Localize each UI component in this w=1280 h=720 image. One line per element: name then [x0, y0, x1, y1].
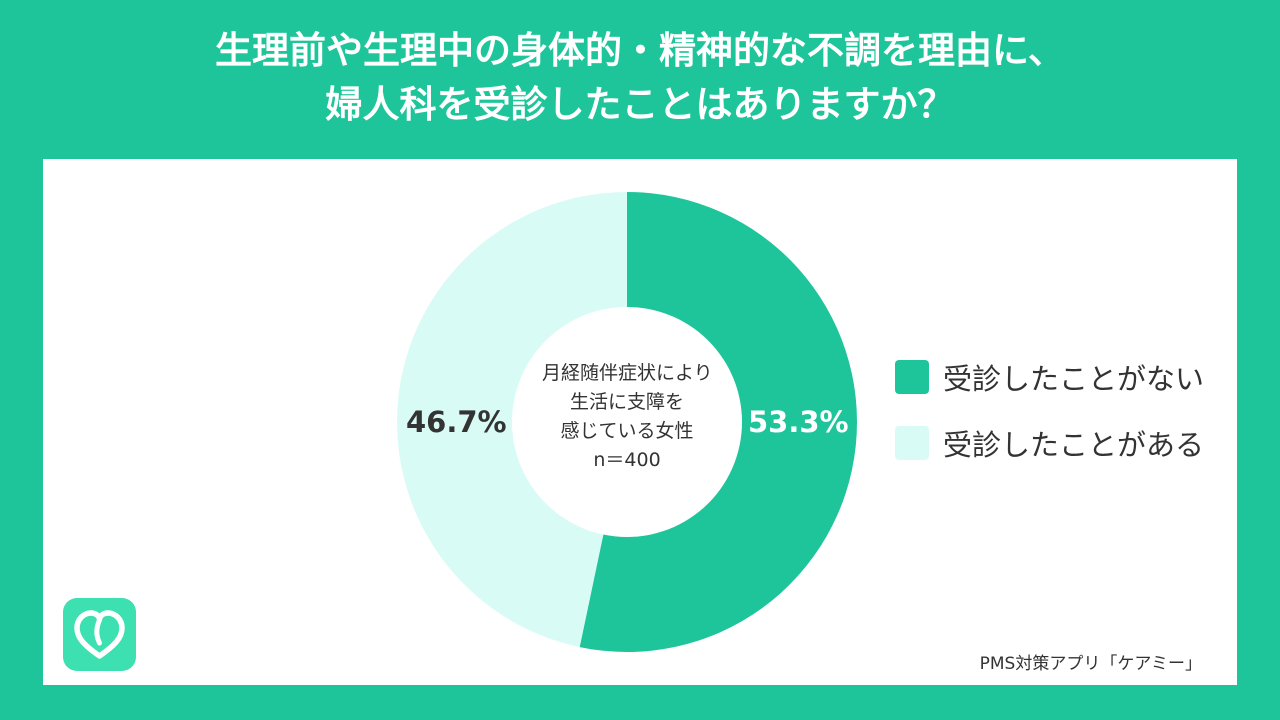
title-line-2: 婦人科を受診したことはありますか？: [325, 83, 955, 126]
legend: 受診したことがない 受診したことがある: [895, 359, 1204, 491]
app-logo: [63, 598, 136, 671]
data-label-no: 53.3%: [748, 405, 849, 439]
legend-swatch-yes: [895, 426, 929, 460]
legend-swatch-no: [895, 360, 929, 394]
legend-label-no: 受診したことがない: [943, 362, 1205, 396]
donut-slice-yes: [397, 192, 627, 648]
title-line-1: 生理前や生理中の身体的・精神的な不調を理由に、: [215, 29, 1065, 72]
center-label-line-1: 月経随伴症状により: [542, 362, 713, 384]
source-credit: PMS対策アプリ「ケアミー」: [979, 654, 1202, 674]
legend-item-no: 受診したことがない: [895, 359, 1205, 396]
legend-label-yes: 受診したことがある: [943, 428, 1205, 462]
donut-slice-no: [579, 192, 858, 652]
center-label-line-2: 生活に支障を: [569, 391, 684, 413]
legend-item-yes: 受診したことがある: [895, 425, 1205, 462]
chart-title: 生理前や生理中の身体的・精神的な不調を理由に、 婦人科を受診したことはありますか…: [0, 24, 1280, 132]
donut-center-label: 月経随伴症状により 生活に支障を 感じている女性 n＝400: [542, 359, 713, 475]
heart-icon: [74, 610, 125, 659]
center-label-line-4: n＝400: [593, 449, 661, 471]
data-label-yes: 46.7%: [406, 405, 507, 439]
center-label-line-3: 感じている女性: [560, 420, 694, 442]
donut-chart: [397, 192, 858, 652]
chart-panel: 月経随伴症状により 生活に支障を 感じている女性 n＝400 46.7% 53.…: [43, 159, 1237, 685]
